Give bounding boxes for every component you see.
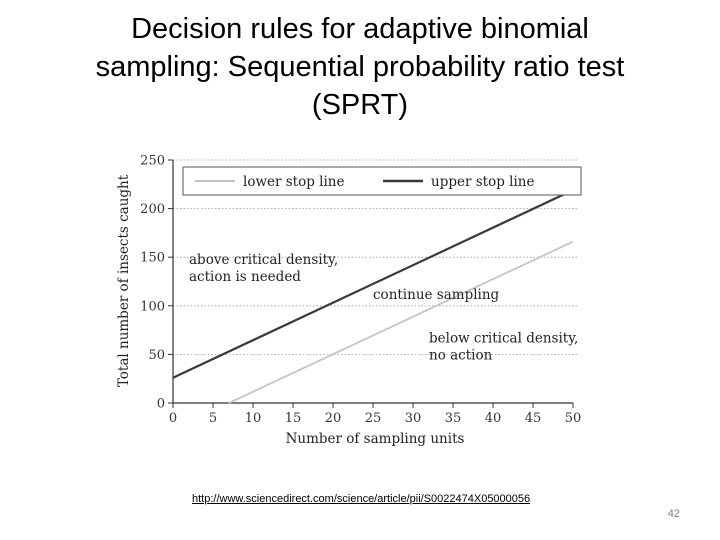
y-axis-title: Total number of insects caught — [116, 174, 132, 387]
y-tick-label-150: 150 — [140, 251, 165, 266]
series-line-upper-stop-line — [172, 189, 574, 379]
x-tick-label-0: 0 — [169, 411, 177, 426]
plot-area — [170, 160, 580, 403]
x-tick-label-35: 35 — [445, 411, 462, 426]
x-axis-title: Number of sampling units — [286, 431, 465, 447]
annotations: above critical density,action is needed c… — [189, 252, 578, 364]
x-tick-label-15: 15 — [285, 411, 302, 426]
annotation-2-line-0: below critical density, — [429, 331, 578, 347]
y-tick-label-50: 50 — [148, 348, 165, 363]
y-tick-label-200: 200 — [140, 202, 165, 217]
legend-label-lower-stop-line: lower stop line — [243, 174, 344, 190]
x-tick-label-40: 40 — [485, 411, 502, 426]
x-tick-label-10: 10 — [245, 411, 262, 426]
annotation-0-line-1: action is needed — [189, 269, 301, 285]
legend-box — [182, 166, 582, 196]
legend-label-upper-stop-line: upper stop line — [431, 174, 534, 190]
source-link[interactable]: http://www.sciencedirect.com/science/art… — [192, 493, 531, 505]
title-line-2: sampling: Sequential probability ratio t… — [95, 51, 625, 83]
sprt-chart: 0 50 100 150 200 250 0 5 10 15 20 25 30 35 40 45 50 lowe… — [116, 154, 582, 447]
title-line-1: Decision rules for adaptive binomial — [131, 13, 589, 45]
y-tick-label-250: 250 — [140, 154, 165, 169]
x-tick-label-20: 20 — [325, 411, 342, 426]
grid — [173, 159, 578, 355]
title-line-3: (SPRT) — [311, 89, 409, 121]
x-tick-label-25: 25 — [365, 411, 382, 426]
axes: 0 50 100 150 200 250 0 5 10 15 20 25 30 35 40 45 50 — [140, 154, 581, 427]
series — [172, 189, 574, 404]
annotation-2-line-1: no action — [429, 348, 493, 364]
x-tick-label-50: 50 — [565, 411, 582, 426]
x-tick-label-5: 5 — [209, 411, 217, 426]
annotation-1-line-0: continue sampling — [373, 287, 500, 303]
annotation-0-line-0: above critical density, — [189, 252, 338, 268]
series-line-lower-stop-line — [228, 240, 574, 404]
y-tick-label-0: 0 — [157, 397, 165, 412]
x-tick-label-30: 30 — [405, 411, 422, 426]
x-tick-label-45: 45 — [525, 411, 542, 426]
legend: lower stop line upper stop line — [182, 166, 582, 196]
page-number: 42 — [667, 508, 680, 520]
y-tick-label-100: 100 — [140, 299, 165, 314]
slide-title: Decision rules for adaptive binomial sam… — [40, 10, 680, 124]
